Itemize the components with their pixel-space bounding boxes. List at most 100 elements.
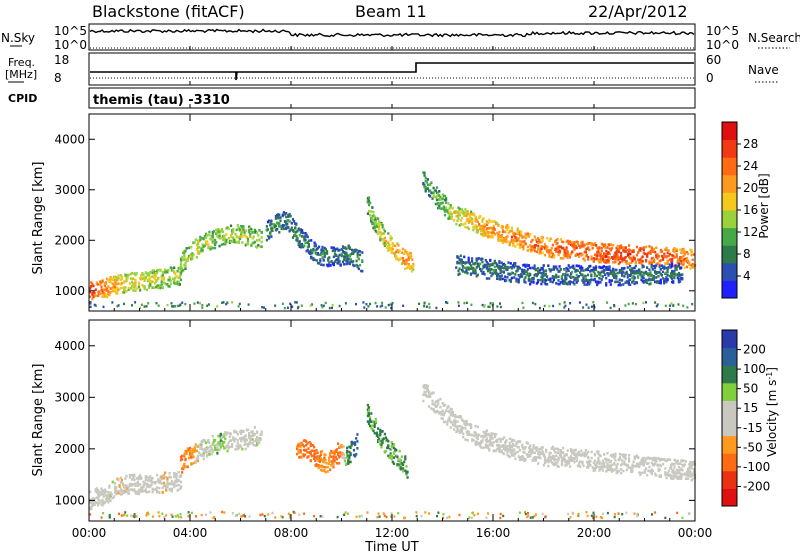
data-cell (510, 440, 514, 443)
data-cell (177, 483, 180, 487)
data-cell (447, 202, 450, 205)
data-cell (540, 271, 543, 275)
data-cell (111, 301, 114, 304)
data-cell (508, 243, 511, 247)
data-cell (680, 472, 683, 476)
data-cell (383, 236, 386, 240)
data-cell (253, 240, 256, 244)
data-cell (616, 258, 619, 262)
data-cell (265, 225, 268, 228)
data-cell (647, 469, 650, 473)
data-cell (134, 491, 137, 495)
data-cell (219, 445, 222, 449)
data-cell (690, 250, 693, 254)
data-cell (642, 463, 645, 466)
data-cell (667, 266, 670, 269)
data-cell (692, 253, 695, 256)
data-cell (448, 515, 451, 519)
data-cell (489, 435, 492, 438)
data-cell (665, 476, 668, 480)
data-cell (458, 261, 461, 265)
data-cell (116, 286, 119, 290)
data-cell (631, 466, 634, 470)
data-cell (646, 281, 649, 285)
data-cell (510, 226, 514, 230)
data-cell (94, 288, 97, 291)
data-cell (623, 250, 626, 253)
data-cell (658, 458, 661, 462)
data-cell (620, 251, 623, 255)
data-cell (437, 192, 440, 196)
data-cell (498, 445, 501, 448)
data-cell (299, 448, 302, 452)
data-cell (106, 499, 109, 502)
data-cell (246, 241, 250, 245)
data-cell (630, 256, 633, 260)
data-cell (405, 250, 408, 254)
data-cell (666, 251, 669, 255)
data-cell (533, 451, 536, 454)
data-cell (479, 262, 482, 266)
data-cell (658, 475, 661, 479)
data-cell (593, 468, 597, 472)
data-cell (485, 437, 489, 440)
data-cell (499, 271, 502, 274)
data-cell (169, 282, 172, 286)
data-cell (580, 241, 583, 245)
data-cell (467, 430, 470, 434)
data-cell (633, 282, 636, 286)
data-cell (642, 301, 645, 305)
data-cell (464, 222, 467, 225)
data-cell (655, 457, 658, 460)
data-cell (542, 271, 545, 275)
data-cell (665, 276, 668, 279)
data-cell (587, 460, 590, 464)
data-cell (369, 420, 372, 423)
data-cell (353, 264, 356, 268)
data-cell (611, 274, 615, 277)
data-cell (136, 476, 139, 480)
data-cell (575, 273, 578, 277)
data-cell (115, 492, 118, 496)
data-cell (243, 231, 246, 234)
data-cell (177, 471, 180, 474)
data-cell (690, 467, 693, 470)
data-cell (144, 478, 147, 482)
data-cell (186, 447, 189, 450)
data-cell (674, 267, 677, 270)
data-cell (587, 456, 590, 460)
data-cell (671, 274, 674, 277)
colorbar-segment (722, 262, 737, 281)
data-cell (107, 493, 110, 497)
data-cell (581, 462, 584, 465)
colorbar-segment (722, 382, 737, 401)
data-cell (541, 278, 544, 281)
data-cell (581, 452, 584, 455)
data-cell (492, 226, 495, 230)
data-cell (435, 400, 439, 404)
data-cell (195, 248, 198, 251)
data-cell (191, 448, 194, 451)
data-cell (249, 436, 252, 440)
data-cell (425, 390, 428, 393)
colorbar-tick-label: -15 (743, 421, 763, 435)
data-cell (373, 431, 376, 435)
data-cell (679, 248, 682, 252)
data-cell (650, 260, 653, 263)
data-cell (214, 242, 217, 246)
data-cell (231, 236, 234, 239)
data-cell (180, 516, 183, 519)
data-cell (562, 257, 565, 260)
data-cell (223, 511, 226, 514)
data-cell (553, 256, 556, 259)
data-cell (676, 276, 679, 280)
data-cell (503, 436, 506, 439)
data-cell (572, 450, 575, 454)
data-cell (464, 420, 467, 423)
data-cell (510, 267, 513, 270)
data-cell (600, 462, 603, 465)
data-cell (324, 453, 327, 457)
data-cell (306, 442, 309, 445)
data-cell (548, 239, 551, 243)
data-cell (593, 459, 597, 463)
